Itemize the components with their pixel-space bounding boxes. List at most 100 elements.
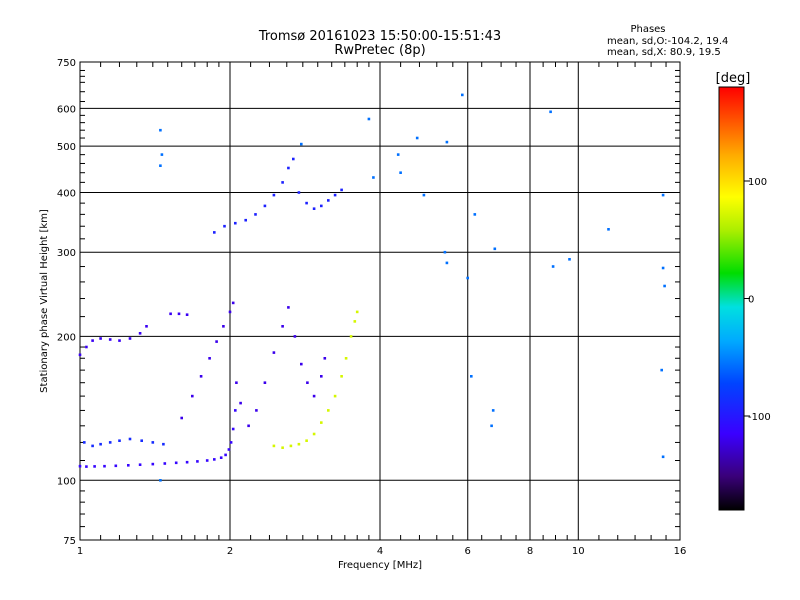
y-tick-label: 200 [57,332,76,343]
plot-area: 1 2 4 6 8 10 16 75 100 200 300 400 500 600 750 [57,58,686,557]
data-point-4-12 [312,207,316,210]
phase-stat-x: mean, sd,X: 80.9, 19.5 [607,47,721,58]
data-point-6-2 [159,164,162,167]
data-point-6-7 [461,93,464,97]
colorbar-tick-label: -100 [748,412,771,423]
data-point-6-5 [415,136,419,140]
data-point-0-0 [78,464,82,468]
data-point-1-8 [162,442,165,446]
data-point-3-19 [312,394,316,398]
data-point-4-9 [292,157,295,161]
y-tick-label: 100 [57,476,76,487]
data-point-4-11 [305,201,308,205]
data-point-6-15 [473,213,477,216]
data-point-4-8 [287,166,290,170]
data-point-3-3 [208,357,211,360]
data-point-6-14 [445,261,449,265]
data-point-3-4 [215,340,218,343]
y-tick-labels: 75 100 200 300 400 500 600 750 [57,58,76,547]
data-point-6-16 [493,247,497,251]
data-point-5-4 [305,439,308,442]
x-axis-label: Frequency [MHz] [338,560,422,571]
data-point-5-11 [349,335,353,338]
data-point-1-2 [99,442,102,446]
data-point-3-11 [255,409,258,412]
data-point-0-18 [231,427,235,431]
data-point-3-9 [239,401,242,405]
x-tick-label: 4 [377,546,383,557]
data-point-5-13 [355,310,359,314]
data-point-3-17 [300,362,303,366]
data-point-0-13 [213,458,216,461]
data-point-4-13 [320,204,323,208]
data-point-4-3 [244,218,247,222]
data-point-6-23 [663,284,666,288]
data-point-6-17 [466,276,469,280]
data-point-6-4 [367,117,371,121]
data-point-6-3 [300,142,303,146]
data-points [78,93,666,482]
data-point-4-6 [272,193,276,197]
data-point-3-5 [222,325,225,328]
data-point-1-5 [128,437,132,441]
data-point-0-11 [196,460,199,463]
data-point-6-12 [422,193,426,197]
colorbar-tick-label: 100 [748,177,767,188]
data-point-0-8 [163,462,167,465]
y-tick-label: 400 [57,188,76,199]
data-point-3-16 [293,335,297,338]
data-point-5-2 [289,444,293,448]
series-O-trace-lower-E [78,409,237,468]
data-point-3-10 [247,424,250,428]
data-point-6-8 [549,110,552,114]
series-O-trace-F2 [213,157,343,234]
data-point-1-6 [140,439,143,442]
x-tick-label: 10 [572,546,585,557]
data-point-1-0 [83,441,86,444]
data-point-6-27 [660,368,663,372]
data-point-6-22 [661,266,665,270]
data-point-6-13 [443,250,447,254]
data-point-0-16 [227,448,231,451]
series-scattered-points [159,93,666,482]
gridlines [80,62,680,540]
data-point-0-14 [219,456,223,459]
data-point-2-3 [99,337,102,340]
chart-subtitle: RwPretec (8p) [334,43,425,58]
x-tick-label: 1 [77,546,83,557]
data-point-6-18 [551,265,555,268]
data-point-3-0 [180,416,183,420]
data-point-5-9 [340,375,343,378]
data-point-6-24 [470,375,473,378]
data-point-2-7 [138,332,142,335]
data-point-3-18 [306,381,309,384]
data-point-3-20 [320,375,323,378]
data-point-3-2 [199,375,203,378]
series-X-trace [272,310,359,449]
data-point-6-19 [568,258,571,261]
data-point-2-1 [85,345,88,349]
data-point-1-4 [118,439,121,442]
x-tick-label: 16 [674,546,687,557]
data-point-2-2 [91,339,94,342]
data-point-5-7 [327,409,330,412]
data-point-2-8 [145,325,148,328]
data-point-6-25 [491,409,495,412]
data-point-3-13 [272,351,276,354]
data-point-4-7 [281,181,284,184]
x-tick-label: 8 [527,546,533,557]
series-O-trace-Es [78,312,189,357]
phase-stat-o: mean, sd,O:-104.2, 19.4 [607,36,728,47]
chart-title: Tromsø 20161023 15:50:00-15:51:43 [258,29,501,44]
data-point-1-3 [108,441,112,444]
phase-header: Phases [630,24,665,35]
data-point-6-21 [661,193,665,197]
data-point-6-28 [661,455,665,459]
data-point-2-9 [169,312,172,316]
data-point-4-5 [263,204,267,208]
data-point-2-0 [78,353,82,357]
data-point-1-1 [91,444,94,448]
colorbar-ticks: 100 0 -100 [744,177,771,423]
y-axis-label: Stationary phase Virtual Height [km] [39,209,50,393]
